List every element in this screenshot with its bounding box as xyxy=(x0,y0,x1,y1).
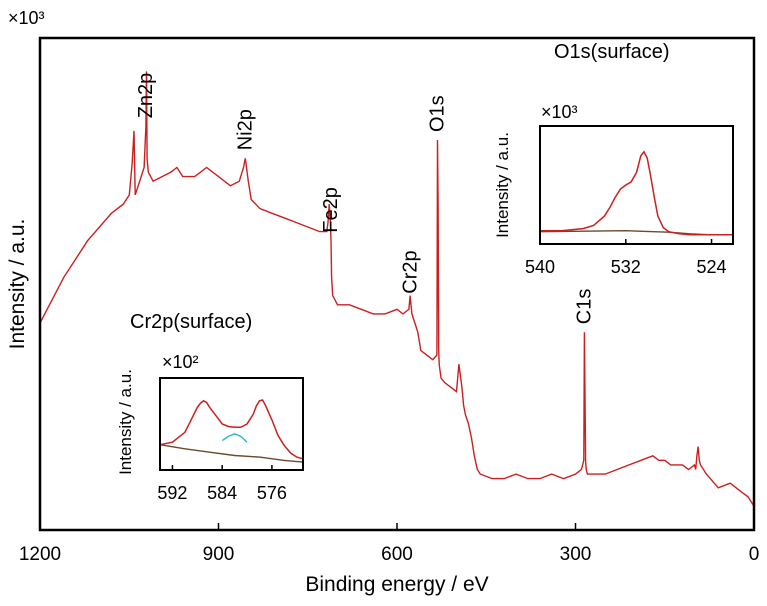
inset-cr2p-frame xyxy=(159,377,304,471)
inset_o1s-x-tick-label: 532 xyxy=(611,257,641,277)
main-x-tick-label: 600 xyxy=(381,544,413,565)
inset_cr2p-x-tick-label: 592 xyxy=(157,483,187,503)
inset-o1s-y-label: Intensity / a.u. xyxy=(493,132,512,238)
main-y-axis-label: Intensity / a.u. xyxy=(6,219,29,350)
inset-cr2p-multiplier: ×10² xyxy=(162,352,199,372)
inset-o1s-x-ticks: 540 532 524 xyxy=(525,239,727,277)
inset-cr2p-background-line xyxy=(159,444,304,463)
inset-cr2p-x-ticks: 592 584 576 xyxy=(157,465,287,503)
peak-labels: Zn2p Ni2p Fe2p Cr2p O1s C1s xyxy=(135,73,596,324)
main-x-tick-label: 900 xyxy=(203,544,235,565)
main-x-tick-label: 300 xyxy=(560,544,592,565)
main-x-axis-label: Binding energy / eV xyxy=(305,573,488,596)
inset-o1s: O1s(surface) ×10³ Intensity / a.u. 540 53… xyxy=(493,41,734,277)
inset_cr2p-x-tick-label: 584 xyxy=(207,483,237,503)
main-x-tick-label: 0 xyxy=(749,544,760,565)
inset-o1s-frame xyxy=(539,125,734,245)
inset-cr2p: Cr2p(surface) ×10² Intensity / a.u. 592 5… xyxy=(116,311,304,503)
inset_cr2p-x-tick-label: 576 xyxy=(257,483,287,503)
peak-label-fe2p: Fe2p xyxy=(320,187,342,233)
main-spectrum-line xyxy=(39,71,755,507)
inset-cr2p-title: Cr2p(surface) xyxy=(130,311,252,333)
inset-o1s-spectrum-line xyxy=(540,150,733,236)
peak-label-zn2p: Zn2p xyxy=(135,73,157,119)
inset_o1s-x-tick-label: 540 xyxy=(525,257,555,277)
inset-cr2p-spectrum-line xyxy=(159,399,304,460)
main-x-tick-label: 1200 xyxy=(19,544,61,565)
peak-label-ni2p: Ni2p xyxy=(234,109,256,150)
inset-o1s-multiplier: ×10³ xyxy=(541,102,578,122)
peak-label-cr2p: Cr2p xyxy=(400,250,422,293)
main-multiplier: ×10³ xyxy=(8,8,45,28)
main-x-ticks: 1200 900 600 300 0 xyxy=(19,523,759,565)
main-chart: 1200 900 600 300 0 ×10³ Binding energy / eV … xyxy=(6,8,759,596)
peak-label-c1s: C1s xyxy=(573,289,595,325)
inset-o1s-title: O1s(surface) xyxy=(554,41,670,63)
inset_o1s-x-tick-label: 524 xyxy=(697,257,727,277)
inset-cr2p-y-label: Intensity / a.u. xyxy=(116,369,135,475)
inset-cr2p-component-line xyxy=(221,433,248,443)
peak-label-o1s: O1s xyxy=(427,95,449,132)
